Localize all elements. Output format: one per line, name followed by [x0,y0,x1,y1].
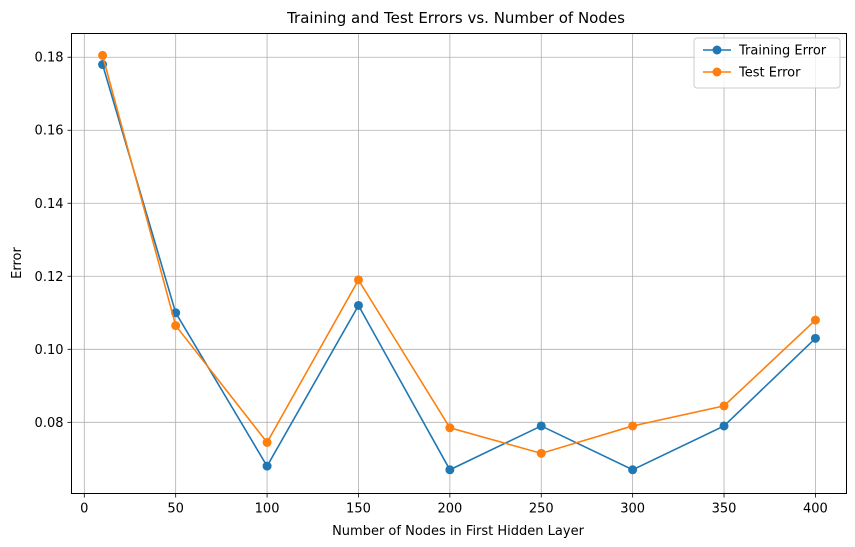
legend: Training Error Test Error [693,37,841,89]
test-error-point [353,275,363,285]
x-tick-label: 300 [620,502,645,517]
chart-title: Training and Test Errors vs. Number of N… [286,9,625,27]
test-error-line [101,55,816,455]
y-tick-label: 0.12 [35,270,64,285]
x-tick-label: 200 [437,502,462,517]
training-error-point [445,465,455,475]
training-error-point [262,461,272,471]
x-tick-label: 350 [712,502,737,517]
y-tick-label: 0.14 [35,197,64,212]
training-error-point [719,421,729,431]
grid [71,33,847,494]
legend-label-training-error: Training Error [738,44,827,59]
series-group [98,50,820,475]
y-tick-label: 0.16 [35,124,64,139]
test-error-point [445,423,455,433]
x-axis-label: Number of Nodes in First Hidden Layer [332,524,584,539]
test-error-point [810,315,820,325]
legend-swatch-marker [712,67,722,77]
y-tick-label: 0.10 [35,343,64,358]
test-error-point [628,421,638,431]
y-tick-label: 0.18 [35,51,64,66]
test-error-point [98,50,108,60]
legend-swatch-marker [712,45,722,55]
x-tick-label: 400 [803,502,828,517]
y-tick-label: 0.08 [35,416,64,431]
training-error-point [810,333,820,343]
y-axis-label: Error [10,247,25,279]
training-error-point [628,465,638,475]
test-error-point [171,321,181,331]
axis-ticks: 0 50 100 150 200 250 300 350 400 0.08 0.10 0.12 0.14… [35,51,828,517]
legend-label-test-error: Test Error [738,66,801,81]
x-tick-label: 150 [346,502,371,517]
test-error-point [719,401,729,411]
test-error-point [536,448,546,458]
training-error-point [353,300,363,310]
test-error-point [262,437,272,447]
x-tick-label: 250 [529,502,554,517]
plot-frame [71,33,847,494]
x-tick-label: 100 [255,502,280,517]
training-error-point [536,421,546,431]
x-tick-label: 50 [167,502,184,517]
x-tick-label: 0 [80,502,88,517]
